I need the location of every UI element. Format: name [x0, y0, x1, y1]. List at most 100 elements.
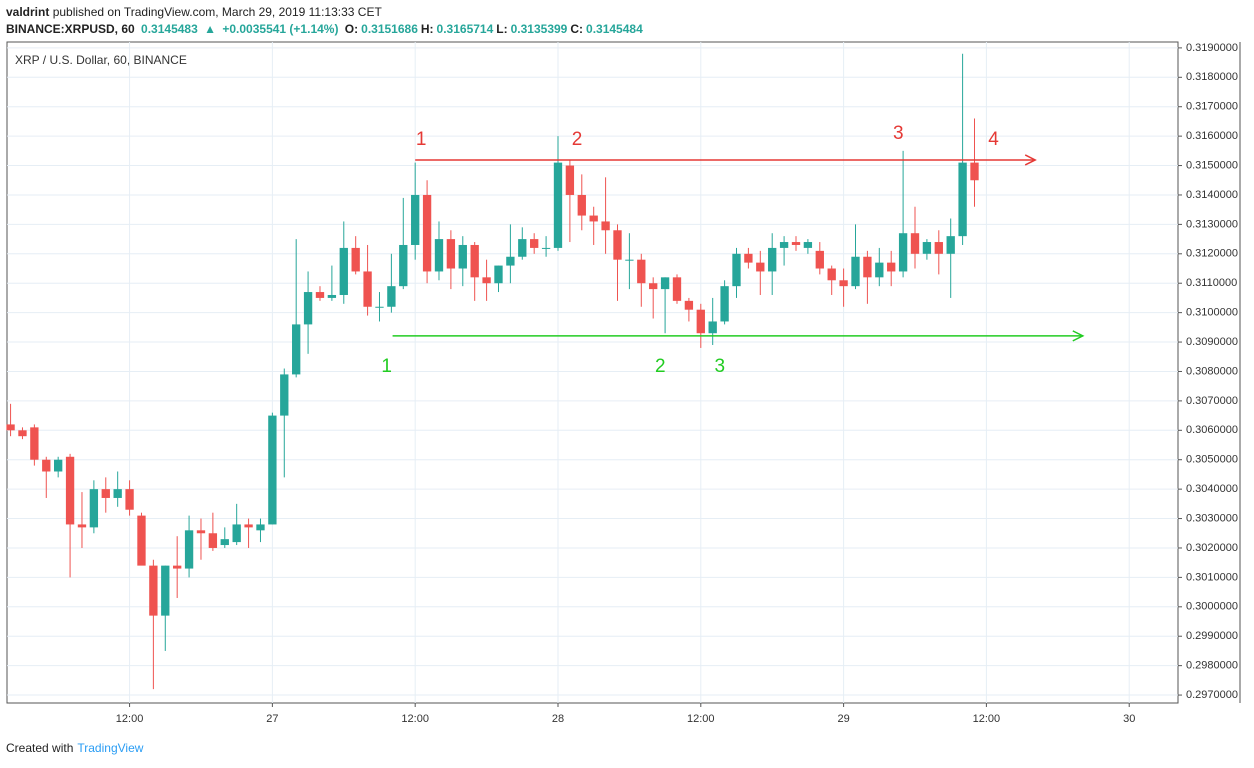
candle-body [541, 247, 551, 249]
candle-body [553, 162, 563, 248]
y-tick-label: 0.3130000 [1186, 218, 1238, 230]
x-tick-label: 12:00 [973, 713, 1001, 725]
candle-body [315, 292, 325, 298]
y-tick-label: 0.3160000 [1186, 130, 1238, 142]
y-tick-label: 0.3180000 [1186, 71, 1238, 83]
candle-body [280, 374, 289, 416]
y-tick-label: 0.3140000 [1186, 189, 1238, 201]
candle-body [565, 165, 575, 195]
annotation-label: 2 [655, 356, 666, 377]
x-tick-label: 28 [552, 713, 564, 725]
y-tick-label: 0.3150000 [1186, 159, 1238, 171]
x-tick-label: 12:00 [116, 713, 144, 725]
ohlc-value: 0.3135399 [510, 22, 568, 36]
candle-body [339, 247, 348, 295]
candle-body [744, 253, 753, 263]
annotation-label: 3 [715, 356, 726, 377]
candle-body [54, 459, 63, 472]
change: +0.0035541 (+1.14%) [222, 22, 339, 36]
candle-body [268, 415, 277, 525]
candle-body [625, 259, 634, 261]
y-tick-label: 0.3190000 [1186, 42, 1238, 54]
candle-body [137, 515, 146, 566]
candle-body [779, 242, 789, 248]
candle-body [458, 244, 467, 269]
y-tick-label: 0.3090000 [1186, 336, 1238, 348]
candle-body [934, 242, 943, 254]
quote-line: BINANCE:XRPUSD, 60 0.3145483 ▲ +0.003554… [6, 22, 649, 36]
candle-body [851, 256, 860, 287]
y-tick-label: 0.3050000 [1186, 454, 1238, 466]
x-tick-label: 12:00 [401, 713, 429, 725]
candle-body [363, 271, 372, 307]
candle-body [506, 256, 515, 266]
candle-body [434, 239, 444, 272]
candle-body [696, 309, 705, 334]
candle-body [482, 277, 491, 284]
candle-body [89, 489, 99, 528]
y-tick-label: 0.3100000 [1186, 307, 1238, 319]
annotation-label: 2 [572, 129, 583, 150]
ohlc-label: C: [570, 22, 584, 36]
candle-body [77, 524, 87, 528]
candle-body [411, 194, 420, 245]
candle-body [708, 321, 717, 334]
annotation-label: 3 [893, 123, 904, 144]
published-text: published on TradingView.com, March 29, … [52, 5, 382, 19]
candle-body [863, 256, 872, 278]
last-price: 0.3145483 [141, 22, 198, 36]
candle-body [637, 259, 646, 284]
candle-body [375, 306, 384, 308]
candle-body [732, 253, 741, 287]
candle-body [684, 300, 694, 310]
candle-body [42, 459, 51, 472]
candle-body [470, 244, 479, 278]
candle-body [422, 194, 432, 272]
candle-body [827, 268, 836, 281]
candle-body [65, 456, 75, 525]
candle-body [399, 244, 408, 287]
candle-body [589, 215, 598, 222]
y-tick-label: 0.3000000 [1186, 601, 1238, 613]
candle-body [161, 565, 170, 616]
candle-body [875, 262, 884, 278]
ohlc-label: O: [344, 22, 359, 36]
candle-body [196, 530, 206, 534]
chart-title: XRP / U.S. Dollar, 60, BINANCE [15, 53, 187, 67]
candle-body [303, 292, 313, 325]
x-tick-label: 27 [266, 713, 278, 725]
ohlc: O: 0.3151686 H: 0.3165714 L: 0.3135399 C: 0.314… [345, 22, 646, 36]
candle-body [125, 489, 134, 510]
ohlc-value: 0.3145484 [586, 22, 643, 36]
y-tick-label: 0.3120000 [1186, 248, 1238, 260]
publisher[interactable]: valdrint [6, 5, 50, 19]
candle-body [518, 239, 527, 257]
candle-body [30, 427, 39, 460]
candle-body [672, 277, 682, 301]
x-tick-label: 30 [1123, 713, 1135, 725]
candle-body [720, 286, 729, 322]
publish-line: valdrint published on TradingView.com, M… [6, 5, 385, 19]
candle-body [208, 533, 218, 548]
candle-body [530, 239, 539, 248]
candle-body [292, 324, 301, 375]
candle-body [970, 162, 979, 181]
annotation-label: 4 [988, 129, 999, 150]
candle-body [577, 194, 586, 216]
candle-body [387, 286, 396, 307]
brand[interactable]: TradingView [77, 741, 144, 755]
candle-body [839, 280, 848, 287]
y-tick-label: 0.3040000 [1186, 483, 1238, 495]
change-arrow: ▲ [204, 22, 217, 36]
candle-body [768, 247, 777, 272]
x-tick-label: 29 [837, 713, 849, 725]
x-tick-label: 12:00 [687, 713, 715, 725]
candle-body [244, 524, 253, 528]
ohlc-label: H: [420, 22, 434, 36]
y-tick-label: 0.3080000 [1186, 365, 1238, 377]
candle-body [613, 230, 622, 260]
ohlc-label: L: [496, 22, 508, 36]
y-tick-label: 0.2980000 [1186, 660, 1238, 672]
candle-body [18, 430, 27, 437]
candle-body [232, 524, 241, 543]
